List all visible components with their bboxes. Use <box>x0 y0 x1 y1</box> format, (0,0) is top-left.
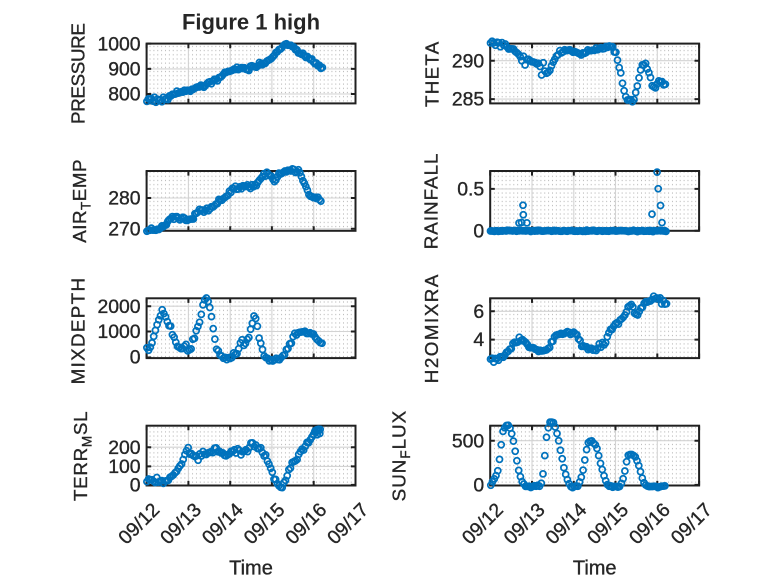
svg-text:PRESSURE: PRESSURE <box>68 23 89 124</box>
svg-text:RAINFALL: RAINFALL <box>421 153 442 250</box>
svg-text:AIRT​EMP: AIRT​EMP <box>69 159 93 243</box>
svg-text:H2OMIXRA: H2OMIXRA <box>421 273 442 383</box>
svg-text:4: 4 <box>473 329 484 351</box>
svg-text:0: 0 <box>130 475 141 497</box>
svg-text:280: 280 <box>108 188 141 210</box>
svg-text:0: 0 <box>473 220 484 242</box>
svg-text:THETA: THETA <box>422 40 443 107</box>
svg-text:500: 500 <box>452 430 485 452</box>
svg-text:1000: 1000 <box>97 33 140 55</box>
svg-text:0: 0 <box>130 346 141 368</box>
svg-text:100: 100 <box>108 456 141 478</box>
svg-text:900: 900 <box>108 59 141 81</box>
svg-text:Time: Time <box>573 558 617 580</box>
svg-text:SUNF​LUX: SUNF​LUX <box>389 410 413 501</box>
svg-text:290: 290 <box>452 50 485 72</box>
svg-text:200: 200 <box>108 437 141 459</box>
svg-text:6: 6 <box>473 301 484 323</box>
svg-text:0.5: 0.5 <box>457 179 484 201</box>
svg-text:Time: Time <box>229 558 273 580</box>
svg-text:0: 0 <box>473 475 484 497</box>
svg-text:MIXDEPTH: MIXDEPTH <box>68 277 89 385</box>
svg-text:1000: 1000 <box>97 321 140 343</box>
svg-text:2000: 2000 <box>97 296 140 318</box>
svg-text:TERRM​SL: TERRM​SL <box>70 411 94 501</box>
svg-text:800: 800 <box>108 84 141 106</box>
svg-text:Figure 1 high: Figure 1 high <box>182 9 320 34</box>
svg-text:285: 285 <box>452 89 484 111</box>
svg-text:270: 270 <box>108 218 141 240</box>
